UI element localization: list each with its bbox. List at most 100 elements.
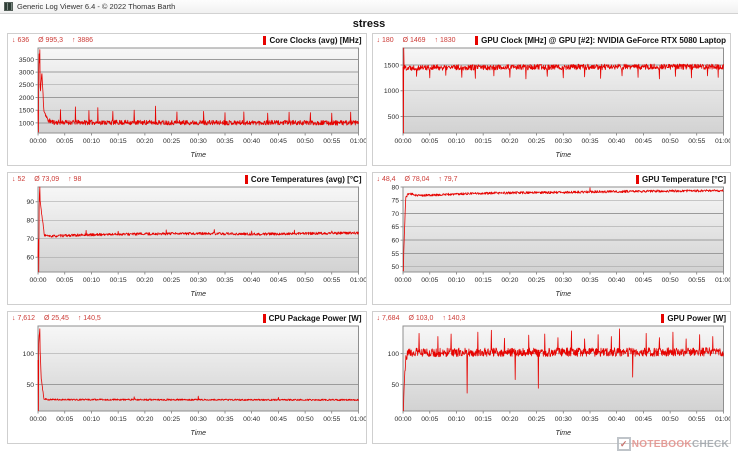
stat-avg: 103,0 [415, 315, 434, 322]
y-tick-label: 2000 [19, 95, 34, 102]
chart-header: ↓ 180 Ø 1469 ↑ 1830 GPU Clock [MHz] @ GP… [373, 34, 731, 45]
watermark-text-gray: CHECK [691, 438, 729, 450]
stat-min: 636 [17, 37, 30, 44]
x-tick-label: 00:50 [661, 138, 678, 145]
x-tick-label: 00:40 [608, 416, 625, 423]
avg-icon: Ø [43, 315, 50, 322]
y-tick-label: 90 [26, 199, 34, 206]
x-tick-label: 00:45 [270, 416, 287, 423]
chart-stats: ↓ 48,4 Ø 78,04 ↑ 79,7 [377, 176, 465, 183]
x-tick-label: 00:20 [136, 416, 153, 423]
legend-marker [661, 314, 665, 323]
series-line [402, 47, 724, 134]
x-tick-label: 01:00 [350, 416, 366, 423]
x-tick-label: 00:25 [163, 277, 180, 284]
max-arrow-icon: ↑ [68, 176, 72, 183]
series-line [402, 187, 724, 272]
min-arrow-icon: ↓ [376, 315, 381, 322]
chart-title-text: Core Clocks (avg) [MHz] [269, 36, 362, 45]
chart-header: ↓ 52 Ø 73,09 ↑ 98 Core Temperatures (avg… [8, 173, 366, 184]
x-axis-title: Time [191, 291, 207, 298]
series-line [402, 328, 724, 412]
chart-plot[interactable]: 50 100 00:00 00:05 00:10 00:15 00:20 00:25 00:30… [8, 323, 366, 438]
app-icon [4, 2, 13, 11]
x-tick-label: 00:40 [608, 277, 625, 284]
x-tick-label: 00:55 [688, 138, 705, 145]
chart-plot[interactable]: 50 55 60 65 70 75 80 00:00 00:05 00:10 00:15 00:20 0… [373, 184, 731, 299]
max-arrow-icon: ↑ [77, 315, 82, 322]
x-tick-label: 00:00 [394, 277, 411, 284]
y-tick-label: 1000 [383, 88, 398, 95]
avg-icon: Ø [408, 315, 414, 322]
chart-title: Core Temperatures (avg) [°C] [244, 175, 362, 184]
chart-title-text: GPU Clock [MHz] @ GPU [#2]: NVIDIA GeFor… [481, 36, 726, 45]
x-tick-label: 00:20 [136, 138, 153, 145]
x-tick-label: 00:30 [554, 416, 571, 423]
chart-stats: ↓ 7,684 Ø 103,0 ↑ 140,3 [377, 315, 473, 322]
series-line [37, 186, 359, 273]
y-tick-label: 70 [391, 211, 399, 218]
y-tick-label: 80 [26, 218, 34, 225]
min-arrow-icon: ↓ [376, 37, 381, 44]
chart-plot[interactable]: 50 100 00:00 00:05 00:10 00:15 00:20 00:25 00:30… [373, 323, 731, 438]
chart-plot[interactable]: 500 1000 1500 00:00 00:05 00:10 00:15 00:20 00:2… [373, 45, 731, 160]
x-tick-label: 00:50 [661, 416, 678, 423]
stat-min: 52 [17, 176, 26, 183]
max-arrow-icon: ↑ [434, 37, 439, 44]
min-arrow-icon: ↓ [12, 315, 16, 322]
x-tick-label: 00:05 [421, 416, 438, 423]
x-tick-label: 00:55 [688, 416, 705, 423]
notebookcheck-watermark: ✓ NOTEBOOK CHECK [616, 437, 729, 451]
plot-border [37, 47, 359, 134]
chart-title-text: GPU Temperature [°C] [642, 175, 726, 184]
chart-plot[interactable]: 1000 1500 2000 2500 3000 3500 00:00 00:05 00:10 0… [8, 45, 366, 160]
x-tick-label: 00:55 [323, 277, 340, 284]
x-tick-label: 00:45 [634, 138, 651, 145]
y-tick-label: 60 [26, 255, 34, 262]
chart-panel: ↓ 52 Ø 73,09 ↑ 98 Core Temperatures (avg… [7, 172, 367, 305]
stat-avg: 25,45 [51, 315, 69, 322]
max-arrow-icon: ↑ [442, 315, 446, 322]
y-tick-label: 1000 [19, 120, 34, 127]
chart-header: ↓ 7,684 Ø 103,0 ↑ 140,3 GPU Power [W] [373, 312, 731, 323]
x-tick-label: 00:50 [661, 277, 678, 284]
x-tick-label: 00:30 [554, 277, 571, 284]
y-tick-label: 65 [391, 224, 399, 231]
x-tick-label: 00:05 [421, 277, 438, 284]
stat-avg: 995,3 [45, 37, 64, 44]
plot-background [38, 48, 359, 133]
y-tick-label: 1500 [19, 108, 34, 115]
x-tick-label: 00:00 [30, 416, 47, 423]
chart-panel: ↓ 180 Ø 1469 ↑ 1830 GPU Clock [MHz] @ GP… [371, 33, 731, 166]
legend-marker [262, 314, 266, 323]
x-tick-label: 00:45 [270, 277, 287, 284]
page-title: stress [352, 18, 386, 30]
x-tick-label: 00:10 [447, 277, 464, 284]
avg-icon: Ø [38, 37, 44, 44]
min-arrow-icon: ↓ [376, 176, 381, 183]
titlebar: Generic Log Viewer 6.4 - © 2022 Thomas B… [0, 0, 738, 14]
x-tick-label: 00:10 [83, 416, 100, 423]
stat-max: 140,5 [83, 315, 101, 322]
stat-max: 1830 [439, 37, 456, 44]
chart-plot[interactable]: 60 70 80 90 00:00 00:05 00:10 00:15 00:20 00:25 00… [8, 184, 366, 299]
x-tick-label: 00:30 [190, 416, 207, 423]
x-tick-label: 00:10 [447, 138, 464, 145]
x-tick-label: 01:00 [714, 416, 730, 423]
chart-panel: ↓ 636 Ø 995,3 ↑ 3886 Core Clocks (avg) [… [7, 33, 367, 166]
y-tick-label: 70 [26, 236, 34, 243]
y-tick-label: 1500 [383, 62, 398, 69]
x-tick-label: 00:10 [83, 138, 100, 145]
chart-stats: ↓ 52 Ø 73,09 ↑ 98 [12, 176, 88, 183]
avg-icon: Ø [402, 37, 409, 44]
x-tick-label: 00:00 [30, 138, 47, 145]
x-tick-label: 00:45 [634, 416, 651, 423]
y-tick-label: 55 [391, 251, 399, 258]
x-tick-label: 01:00 [714, 138, 730, 145]
x-tick-label: 01:00 [350, 277, 366, 284]
avg-icon: Ø [404, 176, 410, 183]
y-tick-label: 50 [26, 382, 34, 389]
plot-border [402, 186, 724, 273]
chart-title-text: CPU Package Power [W] [268, 314, 362, 323]
series-line [37, 328, 359, 411]
